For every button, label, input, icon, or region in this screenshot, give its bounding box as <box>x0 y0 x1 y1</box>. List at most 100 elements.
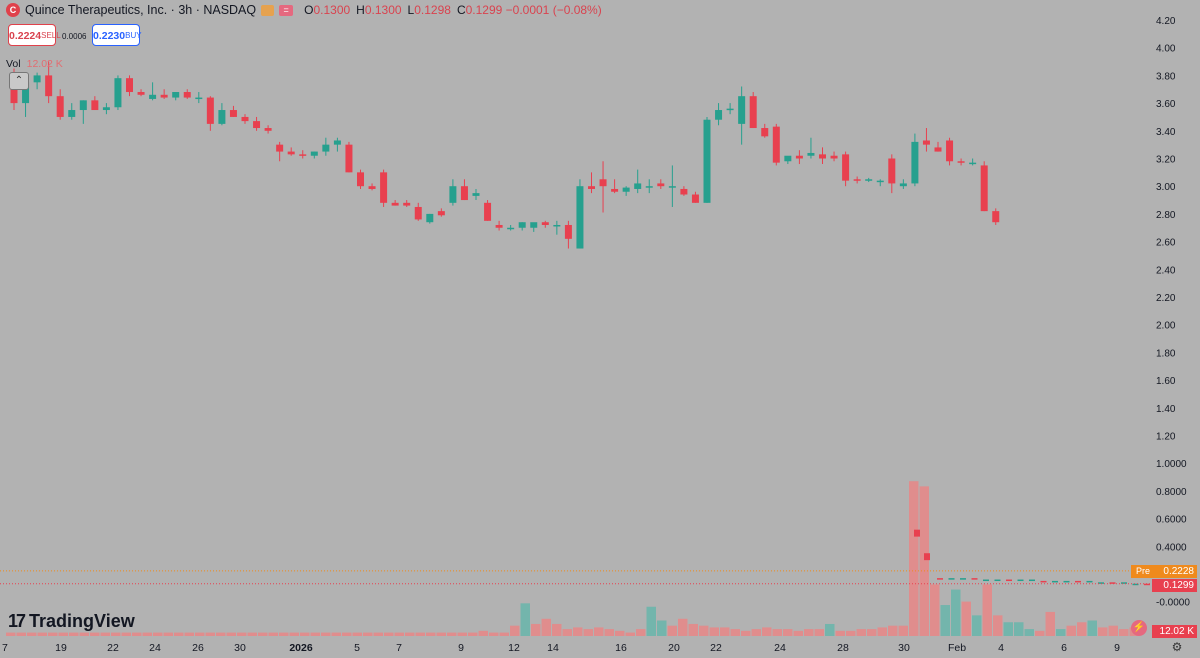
equals-icon[interactable]: = <box>279 4 294 16</box>
volume-bar <box>783 629 793 636</box>
y-tick-label: 3.40 <box>1156 127 1176 138</box>
volume-bar <box>688 623 698 636</box>
candle-body <box>357 172 364 187</box>
symbol-title[interactable]: Quince Therapeutics, Inc. · 3h · NASDAQ <box>25 3 257 17</box>
volume-bar <box>352 632 362 636</box>
candle-body <box>56 96 64 117</box>
candle-body <box>761 128 769 137</box>
candle-body <box>611 188 619 192</box>
x-tick-label: 12 <box>508 642 520 654</box>
volume-bar <box>300 632 310 636</box>
y-tick-label: 2.80 <box>1156 210 1176 221</box>
y-tick-label: 4.00 <box>1156 44 1176 55</box>
volume-bar <box>1024 629 1034 636</box>
last-price-tag: 0.1299 <box>1152 579 1197 592</box>
volume-bar <box>793 630 803 636</box>
symbol-header: C Quince Therapeutics, Inc. · 3h · NASDA… <box>6 3 602 17</box>
collapse-legend-button[interactable]: ⌃ <box>9 72 29 90</box>
sell-button[interactable]: 0.2224 SELL <box>8 24 61 46</box>
candle-body <box>160 94 168 98</box>
volume-legend: Vol 12.02 K <box>6 58 63 70</box>
candle-body <box>1006 579 1012 582</box>
candle-body <box>68 110 76 117</box>
candle-body <box>948 578 955 580</box>
candle-body <box>345 144 353 173</box>
candle-body <box>957 161 965 163</box>
volume-bar <box>373 632 383 636</box>
volume-bar <box>37 632 47 636</box>
volume-bar <box>457 632 467 636</box>
candle-body <box>195 97 203 100</box>
volume-bar <box>741 630 751 636</box>
buy-button[interactable]: 0.2230 BUY <box>92 24 142 46</box>
volume-bar <box>1035 630 1045 636</box>
volume-bar <box>90 632 100 636</box>
candle-body <box>1144 583 1150 586</box>
x-tick-label: 2026 <box>289 642 313 654</box>
candle-body <box>1086 580 1093 583</box>
candle-body <box>172 92 180 98</box>
volume-bar <box>342 632 352 636</box>
volume-bar <box>951 589 961 636</box>
candle-body <box>1075 580 1081 583</box>
volume-bar <box>478 630 488 636</box>
volume-bar <box>720 627 730 636</box>
candle-body <box>391 202 399 206</box>
y-tick-label: 3.80 <box>1156 71 1176 82</box>
candle-body <box>414 206 422 220</box>
volume-bar <box>825 623 835 636</box>
y-tick-label: 2.40 <box>1156 265 1176 276</box>
tradingview-logo[interactable]: 17 TradingView <box>8 611 135 631</box>
volume-bar <box>331 632 341 636</box>
candle-body <box>960 578 966 580</box>
candle-body <box>310 151 318 156</box>
volume-bar <box>699 625 709 636</box>
candle-body <box>888 158 896 184</box>
candle-body <box>819 154 826 159</box>
x-tick-label: 9 <box>1114 642 1120 654</box>
volume-bar <box>79 632 89 636</box>
bell-icon[interactable] <box>261 4 275 16</box>
candle-body <box>576 186 584 249</box>
volume-bar <box>268 632 278 636</box>
lightning-icon[interactable]: ⚡ <box>1131 620 1147 636</box>
candle-body <box>518 222 526 228</box>
volume-bar <box>69 632 79 636</box>
volume-bar <box>27 632 37 636</box>
settings-gear-icon[interactable]: ⚙ <box>1171 640 1183 654</box>
candle-body <box>564 224 572 239</box>
candle-body <box>657 183 665 187</box>
volume-bar <box>394 632 404 636</box>
volume-bar <box>888 625 898 636</box>
candle-body <box>703 119 711 203</box>
candle-body <box>484 202 492 221</box>
pre-market-label: Pre <box>1131 565 1155 578</box>
candle-body <box>79 100 87 111</box>
volume-bar <box>709 627 719 636</box>
candle-body <box>830 155 838 159</box>
time-axis: 7 19 22 24 26 30 2026 5 7 9 12 14 16 20 22 24 28 30 Feb 4 6 9 <box>2 642 1120 654</box>
candle-body <box>680 188 688 195</box>
candle-body <box>1040 580 1047 583</box>
price-axis: 4.20 4.00 3.80 3.60 3.40 3.20 3.00 2.80 2.60 2.40… <box>1156 16 1190 609</box>
volume-bar <box>195 632 205 636</box>
volume-bar <box>16 632 26 636</box>
volume-bar <box>216 632 226 636</box>
volume-bar <box>667 625 677 636</box>
candle-body <box>934 147 942 152</box>
volume-bar <box>541 618 551 636</box>
volume-bar <box>583 629 593 636</box>
volume-bar <box>909 481 919 636</box>
candle-body <box>691 194 699 203</box>
volume-bar <box>237 632 247 636</box>
candle-body <box>530 222 538 228</box>
volume-bar <box>846 630 856 636</box>
y-tick-label: 2.00 <box>1156 321 1176 332</box>
candle-body <box>634 183 642 189</box>
volume-bar <box>163 632 173 636</box>
volume-bar <box>289 632 299 636</box>
x-tick-label: Feb <box>948 642 966 654</box>
volume-tag: 12.02 K <box>1152 625 1197 638</box>
y-tick-label: 0.6000 <box>1156 515 1187 526</box>
